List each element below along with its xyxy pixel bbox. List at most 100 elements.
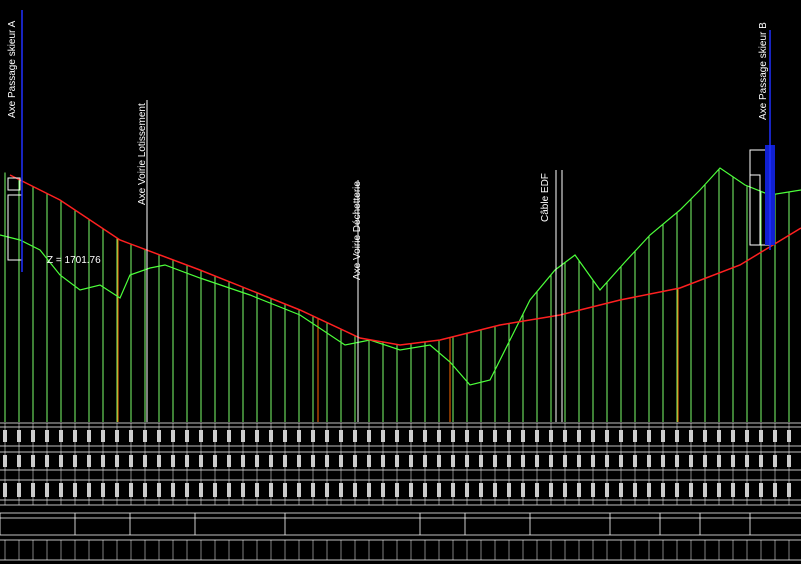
table-cell-text — [59, 483, 63, 497]
table-cell-text — [493, 483, 497, 497]
table-cell-text — [17, 483, 21, 497]
table-cell-text — [465, 430, 469, 442]
table-cell-text — [605, 430, 609, 442]
table-cell-text — [171, 430, 175, 442]
table-cell-text — [675, 483, 679, 497]
table-cell-text — [479, 455, 483, 467]
table-cell-text — [297, 455, 301, 467]
table-cell-text — [423, 430, 427, 442]
table-cell-text — [787, 455, 791, 467]
table-cell-text — [521, 430, 525, 442]
table-cell-text — [703, 455, 707, 467]
table-cell-text — [339, 430, 343, 442]
table-cell-text — [465, 483, 469, 497]
table-cell-text — [437, 455, 441, 467]
table-cell-text — [395, 455, 399, 467]
table-cell-text — [311, 430, 315, 442]
table-cell-text — [605, 455, 609, 467]
table-cell-text — [59, 455, 63, 467]
table-cell-text — [563, 483, 567, 497]
table-cell-text — [213, 455, 217, 467]
table-cell-text — [381, 455, 385, 467]
table-cell-text — [31, 455, 35, 467]
table-cell-text — [297, 483, 301, 497]
table-cell-text — [689, 430, 693, 442]
table-cell-text — [759, 483, 763, 497]
table-cell-text — [45, 430, 49, 442]
table-cell-text — [143, 430, 147, 442]
table-cell-text — [185, 455, 189, 467]
table-cell-text — [717, 455, 721, 467]
table-cell-text — [87, 483, 91, 497]
table-cell-text — [787, 483, 791, 497]
table-cell-text — [619, 430, 623, 442]
table-cell-text — [689, 455, 693, 467]
table-cell-text — [605, 483, 609, 497]
table-cell-text — [255, 455, 259, 467]
table-cell-text — [157, 455, 161, 467]
table-cell-text — [367, 483, 371, 497]
table-cell-text — [101, 483, 105, 497]
table-cell-text — [3, 455, 7, 467]
table-cell-text — [773, 483, 777, 497]
table-cell-text — [689, 483, 693, 497]
table-cell-text — [17, 455, 21, 467]
table-cell-text — [437, 430, 441, 442]
table-cell-text — [563, 430, 567, 442]
table-cell-text — [773, 455, 777, 467]
table-cell-text — [199, 430, 203, 442]
table-cell-text — [633, 430, 637, 442]
table-cell-text — [101, 430, 105, 442]
table-cell-text — [409, 483, 413, 497]
table-cell-text — [759, 455, 763, 467]
table-cell-text — [31, 483, 35, 497]
table-cell-text — [535, 455, 539, 467]
table-cell-text — [17, 430, 21, 442]
table-cell-text — [353, 430, 357, 442]
table-cell-text — [59, 430, 63, 442]
table-cell-text — [745, 430, 749, 442]
table-cell-text — [731, 483, 735, 497]
table-cell-text — [773, 430, 777, 442]
table-cell-text — [549, 455, 553, 467]
table-cell-text — [633, 483, 637, 497]
table-cell-text — [787, 430, 791, 442]
table-cell-text — [731, 430, 735, 442]
table-cell-text — [591, 483, 595, 497]
table-cell-text — [185, 430, 189, 442]
table-cell-text — [87, 455, 91, 467]
table-cell-text — [353, 455, 357, 467]
table-cell-text — [535, 483, 539, 497]
table-cell-text — [227, 455, 231, 467]
table-cell-text — [563, 455, 567, 467]
table-cell-text — [521, 455, 525, 467]
table-cell-text — [157, 430, 161, 442]
table-cell-text — [451, 483, 455, 497]
terrain-line — [0, 167, 801, 386]
table-cell-text — [381, 430, 385, 442]
table-cell-text — [269, 455, 273, 467]
table-cell-text — [479, 483, 483, 497]
table-cell-text — [661, 455, 665, 467]
table-cell-text — [101, 455, 105, 467]
table-cell-text — [129, 455, 133, 467]
table-cell-text — [437, 483, 441, 497]
table-cell-text — [395, 483, 399, 497]
table-cell-text — [647, 455, 651, 467]
label-axis-b: Axe Passage skieur B — [758, 22, 769, 120]
table-cell-text — [507, 430, 511, 442]
table-cell-text — [591, 430, 595, 442]
label-axis-a: Axe Passage skieur A — [7, 20, 18, 118]
table-cell-text — [73, 455, 77, 467]
project-line — [9, 174, 801, 346]
table-cell-text — [353, 483, 357, 497]
table-cell-text — [283, 455, 287, 467]
table-cell-text — [675, 455, 679, 467]
table-cell-text — [3, 483, 7, 497]
table-cell-text — [591, 455, 595, 467]
table-cell-text — [87, 430, 91, 442]
table-cell-text — [283, 430, 287, 442]
table-cell-text — [129, 430, 133, 442]
